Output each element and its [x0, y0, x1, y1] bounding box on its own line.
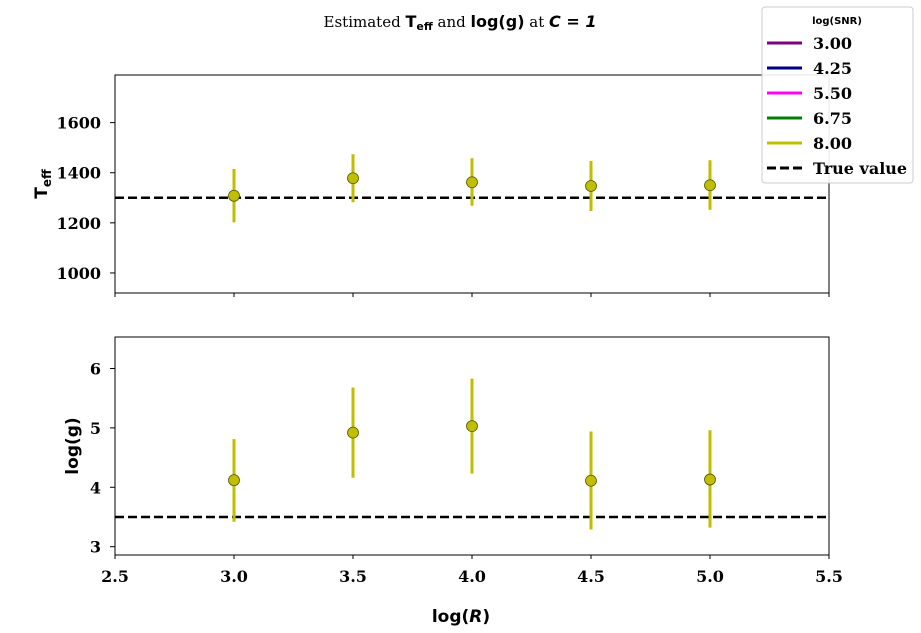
legend-label: 5.50 [813, 84, 852, 103]
legend-label: 3.00 [813, 34, 852, 53]
logg-y-tick-label: 5 [90, 419, 101, 438]
logg-data-point [347, 426, 359, 439]
logg-data-point [704, 473, 716, 486]
legend-label: 6.75 [813, 109, 852, 128]
teff-data-point [228, 189, 240, 202]
legend: log(SNR) 3.00 4.25 5.50 6.75 8.00 True value [761, 6, 914, 184]
logg-data-point [228, 474, 240, 487]
logg-y-tick-label: 4 [90, 478, 101, 497]
x-tick-label: 2.5 [101, 567, 129, 586]
teff-data-point [347, 172, 359, 185]
logg-data-point [466, 420, 478, 433]
logg-data-marks [115, 378, 829, 530]
legend-box [761, 6, 914, 184]
teff-data-point [585, 180, 597, 192]
x-tick-label: 5.0 [696, 567, 724, 586]
logg-panel: 3 4 5 6 2.5 3.0 3.5 4.0 4.5 5.0 5.5 log(g) log(R) [63, 336, 843, 627]
teff-data-point [466, 176, 478, 189]
legend-label: True value [813, 159, 907, 178]
teff-y-tick-label: 1600 [56, 114, 101, 133]
logg-data-point [585, 474, 597, 487]
legend-label: 4.25 [813, 59, 852, 78]
teff-data-marks [115, 154, 829, 223]
legend-label: 8.00 [813, 134, 852, 153]
teff-y-tick-label: 1400 [56, 164, 101, 183]
teff-y-tick-label: 1000 [56, 264, 101, 283]
chart-title: Estimated Teff and log(g) at C = 1 [324, 12, 597, 33]
x-tick-label: 4.0 [458, 567, 486, 586]
logg-y-tick-label: 3 [90, 538, 101, 557]
teff-data-point [704, 179, 716, 192]
x-tick-label: 5.5 [815, 567, 843, 586]
teff-y-tick-label: 1200 [56, 214, 101, 233]
x-tick-label: 3.0 [220, 567, 248, 586]
x-axis-label: log(R) [432, 607, 490, 627]
legend-entries: 3.00 4.25 5.50 6.75 8.00 True value [767, 34, 907, 178]
logg-axis-ticks: 3 4 5 6 2.5 3.0 3.5 4.0 4.5 5.0 5.5 [90, 359, 843, 586]
teff-axis-ticks: 1000 1200 1400 1600 [56, 114, 830, 297]
legend-title: log(SNR) [812, 16, 862, 27]
teff-panel: 1000 1200 1400 1600 Teff [32, 74, 830, 297]
logg-y-axis-label: log(g) [63, 417, 83, 474]
x-tick-label: 4.5 [577, 567, 605, 586]
x-tick-label: 3.5 [339, 567, 367, 586]
teff-y-axis-label: Teff [32, 169, 54, 199]
logg-y-tick-label: 6 [90, 359, 101, 378]
